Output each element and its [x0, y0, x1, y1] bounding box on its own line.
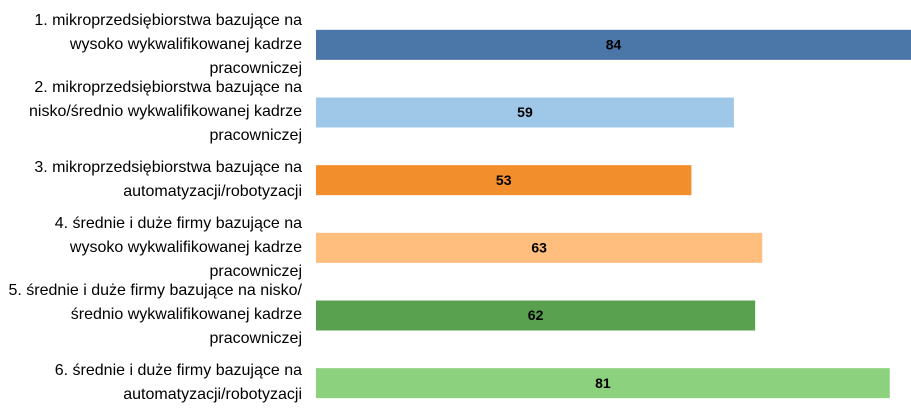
category-label: 4. średnie i duże firmy bazujące na wyso…: [54, 214, 302, 280]
category-label: 1. mikroprzedsiębiorstwa bazujące na wys…: [34, 11, 302, 77]
category-label: 2. mikroprzedsiębiorstwa bazujące na nis…: [28, 79, 302, 145]
bar: [316, 300, 756, 331]
value-label: 59: [517, 104, 533, 120]
value-label: 53: [496, 172, 512, 188]
category-label: 5. średnie i duże firmy bazujące na nisk…: [8, 282, 302, 348]
category-label: 3. mikroprzedsiębiorstwa bazujące na aut…: [34, 159, 302, 201]
value-label: 63: [531, 240, 547, 256]
bar: [316, 368, 890, 399]
bar: [316, 97, 734, 128]
bar: [316, 29, 911, 60]
bar: [316, 165, 692, 196]
value-label: 62: [528, 307, 544, 323]
bar: [316, 232, 763, 263]
value-label: 84: [606, 37, 622, 53]
category-label: 6. średnie i duże firmy bazujące na auto…: [54, 362, 302, 404]
value-label: 81: [595, 375, 611, 391]
